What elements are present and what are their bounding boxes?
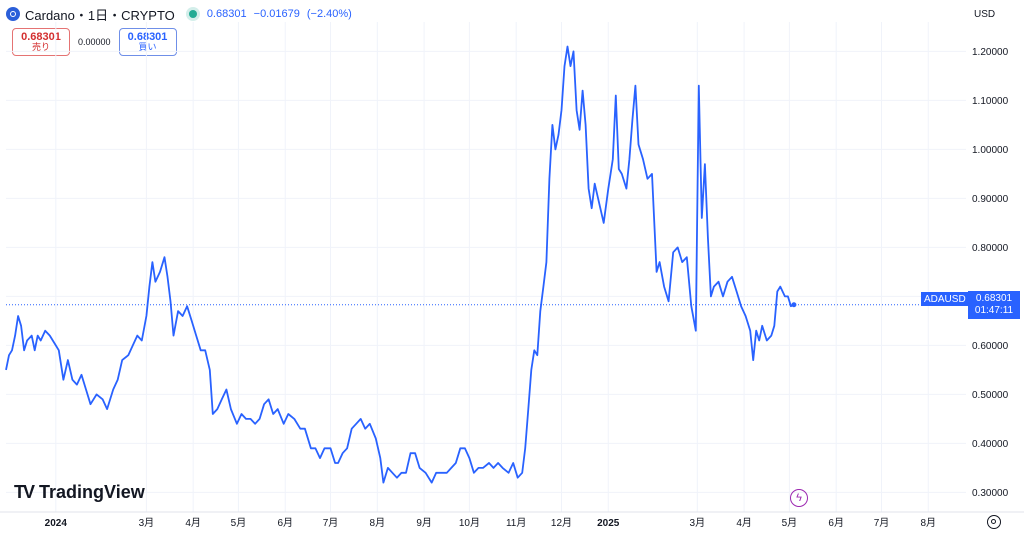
x-tick-label: 4月 xyxy=(736,517,752,529)
x-tick-label: 12月 xyxy=(551,517,572,529)
symbol-title[interactable]: Cardano・1日・CRYPTO xyxy=(25,7,175,23)
y-tick-label: 0.90000 xyxy=(972,194,1009,205)
x-tick-label: 3月 xyxy=(690,517,706,529)
x-tick-label: 6月 xyxy=(277,517,293,529)
y-tick-label: 0.60000 xyxy=(972,341,1009,352)
y-tick-label: 0.80000 xyxy=(972,243,1009,254)
bolt-icon[interactable]: ϟ xyxy=(790,489,808,507)
x-axis[interactable]: 2024 3月 4月 5月 6月 7月 8月 9月 10月 11月 12月 2025 3月 4月 5月 6月 7… xyxy=(0,511,1024,529)
logo-text: TradingView xyxy=(39,482,145,502)
x-tick-label: 3月 xyxy=(139,517,155,529)
y-axis[interactable]: 0.300000.400000.500000.600000.700000.800… xyxy=(972,47,1009,499)
price-change-percent: (−2.40%) xyxy=(306,8,352,20)
x-tick-label: 5月 xyxy=(231,517,247,529)
y-tick-label: 0.50000 xyxy=(972,390,1009,401)
tradingview-logo-icon: TV xyxy=(14,482,35,502)
y-tick-label: 1.10000 xyxy=(972,96,1009,107)
price-readout: 0.68301 −0.01679 (−2.40%) xyxy=(207,8,356,20)
x-tick-label: 6月 xyxy=(828,517,844,529)
buy-button[interactable]: 0.68301 買い xyxy=(118,28,177,56)
chart-header: Cardano・1日・CRYPTO 0.68301 −0.01679 (−2.4… xyxy=(6,4,356,24)
y-tick-label: 0.40000 xyxy=(972,439,1009,450)
currency-selector[interactable]: USD xyxy=(974,8,996,20)
grid xyxy=(6,22,966,512)
cardano-logo-icon xyxy=(6,7,20,21)
tradingview-logo[interactable]: TV TradingView xyxy=(14,482,145,503)
x-tick-label: 4月 xyxy=(185,517,201,529)
x-tick-label: 9月 xyxy=(416,517,432,529)
series-line xyxy=(5,45,795,484)
x-tick-label: 11月 xyxy=(506,517,526,529)
y-tick-label: 1.00000 xyxy=(972,145,1009,156)
trade-panel: 0.68301 売り 0.00000 0.68301 買い xyxy=(12,28,177,56)
x-tick-label: 2025 xyxy=(597,518,620,529)
live-dot-icon xyxy=(188,10,197,18)
sell-label: 売り xyxy=(31,42,50,53)
x-tick-label: 10月 xyxy=(459,517,480,529)
buy-label: 買い xyxy=(138,42,157,53)
last-point-marker xyxy=(791,302,797,308)
x-tick-label: 7月 xyxy=(874,517,890,529)
last-price-tag: 0.68301 xyxy=(975,292,1013,304)
spread-value: 0.00000 xyxy=(78,37,111,47)
last-price: 0.68301 xyxy=(206,8,247,20)
price-change: −0.01679 xyxy=(253,8,300,20)
x-tick-label: 5月 xyxy=(782,517,798,529)
last-price-box: 0.68301 01:47:11 xyxy=(968,291,1020,319)
sell-button[interactable]: 0.68301 売り xyxy=(12,28,70,56)
ticker-tag: ADAUSD xyxy=(921,292,969,306)
buy-price: 0.68301 xyxy=(127,31,168,43)
x-tick-label: 8月 xyxy=(920,517,936,529)
y-tick-label: 1.20000 xyxy=(972,47,1009,58)
x-tick-label: 7月 xyxy=(323,517,339,529)
bar-countdown: 01:47:11 xyxy=(974,305,1014,316)
x-tick-label: 2024 xyxy=(45,518,68,529)
sell-price: 0.68301 xyxy=(21,31,61,43)
x-tick-label: 8月 xyxy=(370,517,386,529)
y-tick-label: 0.30000 xyxy=(972,488,1009,499)
settings-icon[interactable] xyxy=(987,515,1001,529)
